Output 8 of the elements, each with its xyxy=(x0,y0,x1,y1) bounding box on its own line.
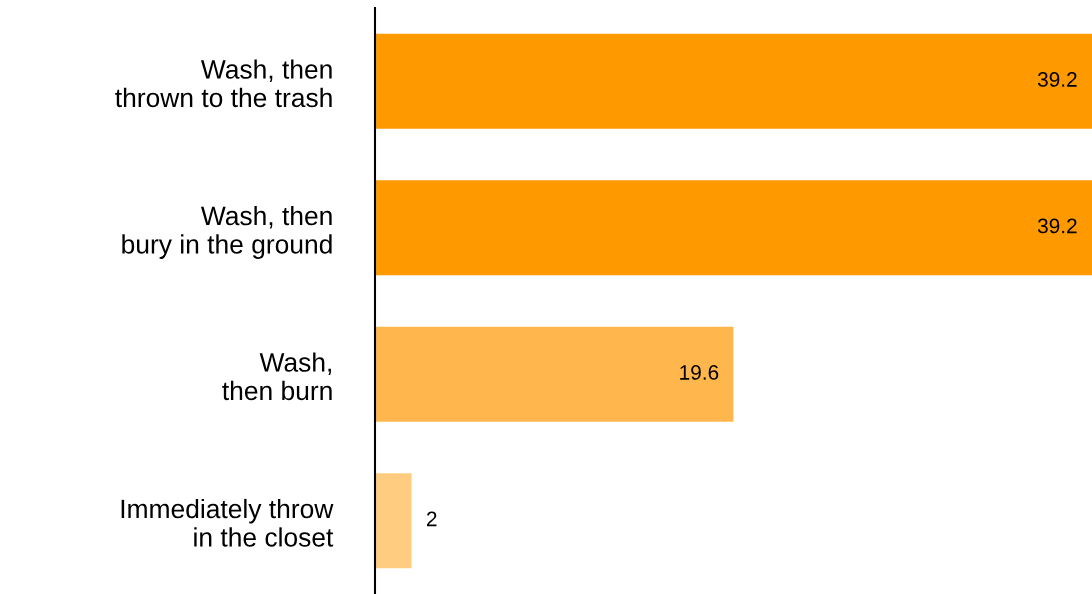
y-tick-label: Wash, then thrown to the trash xyxy=(115,59,332,108)
data-label: 39.2 xyxy=(1037,72,1077,87)
y-tick-label: Immediately throw in the closet xyxy=(121,498,334,547)
y-tick-label: Wash, then burn xyxy=(222,352,332,401)
data-label: 2 xyxy=(426,511,437,527)
y-tick-label: Wash, then bury in the ground xyxy=(122,205,332,259)
data-label: 19.6 xyxy=(680,365,719,380)
data-label: 39.2 xyxy=(1037,218,1077,234)
